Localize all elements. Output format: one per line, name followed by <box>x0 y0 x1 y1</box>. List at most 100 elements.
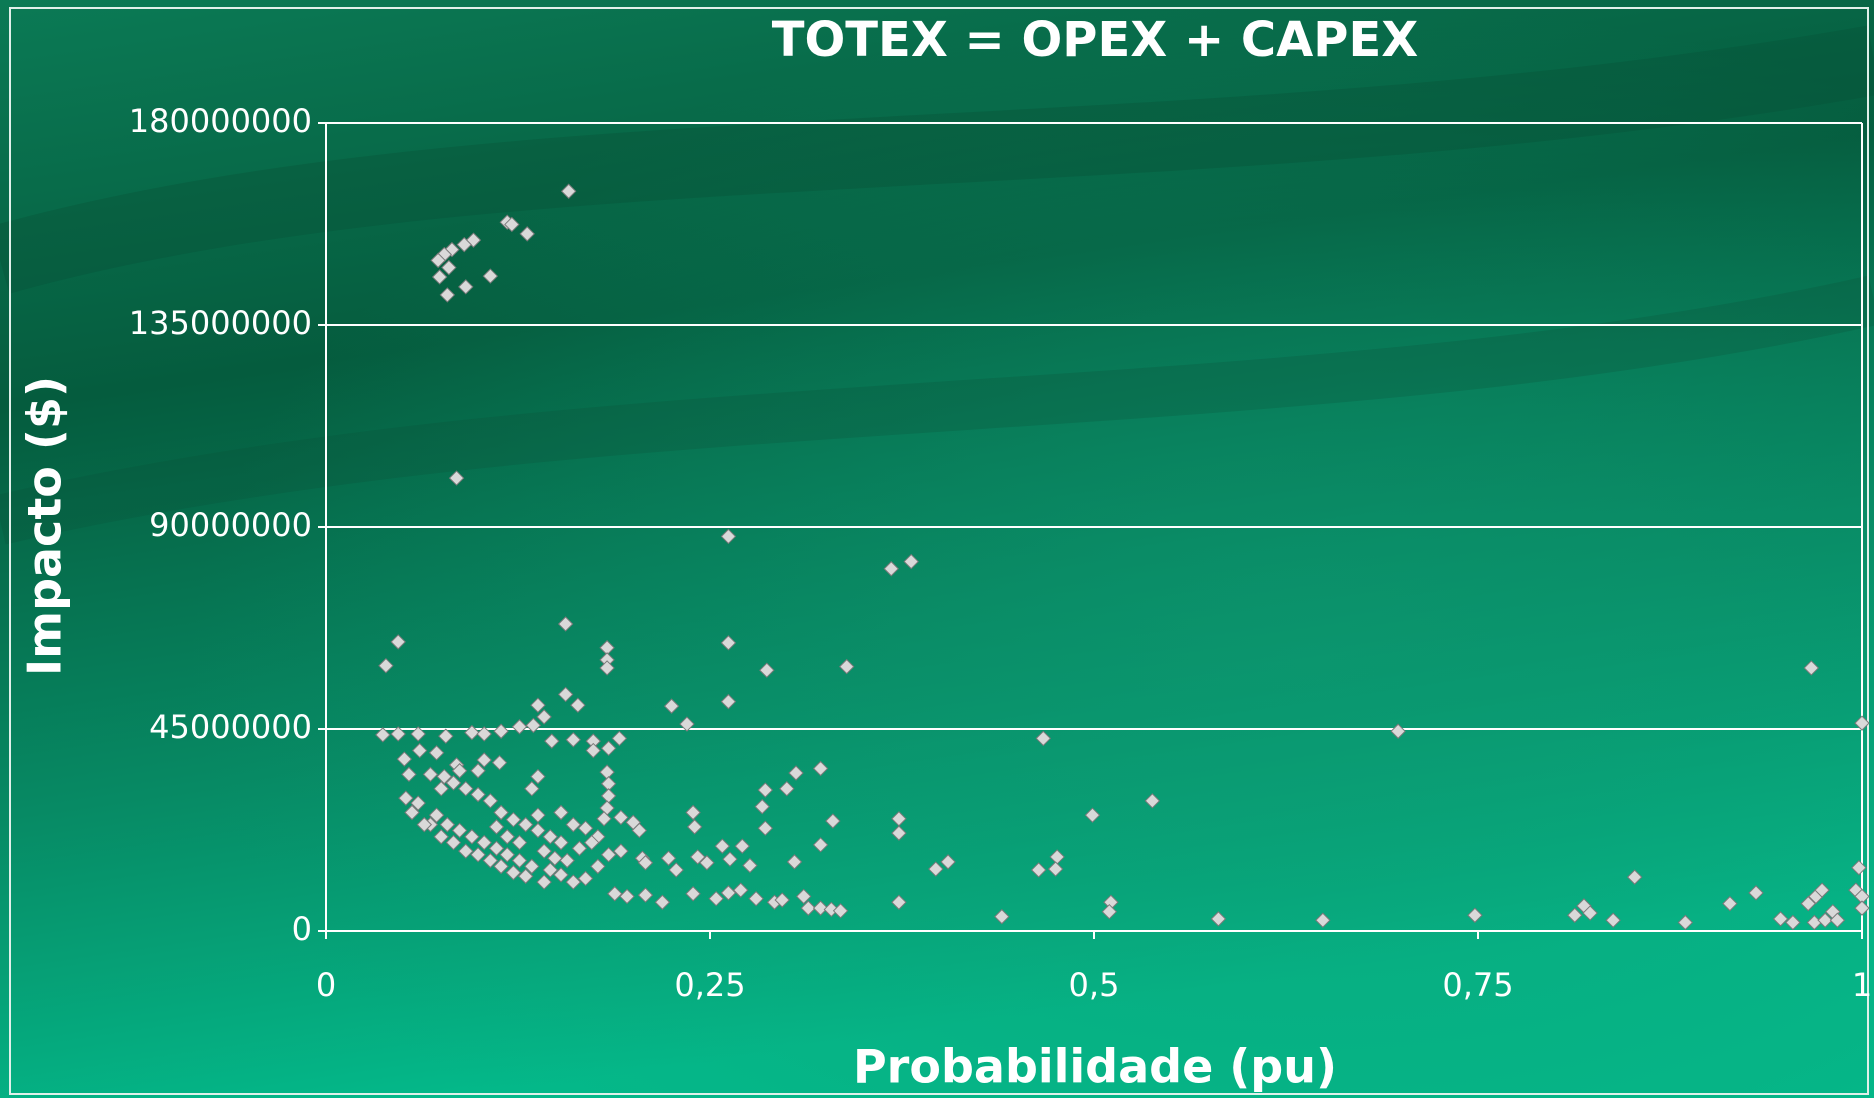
point <box>570 697 586 713</box>
point <box>482 852 499 869</box>
point <box>613 809 629 826</box>
point <box>600 740 617 757</box>
point <box>1785 914 1801 931</box>
point <box>1390 723 1406 739</box>
point <box>458 279 474 295</box>
point <box>511 834 528 851</box>
point <box>734 838 750 854</box>
point <box>542 829 558 845</box>
background-swoosh <box>0 275 1874 545</box>
point <box>611 730 628 747</box>
point <box>416 816 433 833</box>
point <box>596 811 612 827</box>
point <box>720 635 737 651</box>
y-axis-title: Impacto ($) <box>18 376 72 676</box>
point <box>436 768 452 785</box>
point <box>530 807 546 823</box>
point <box>476 726 492 742</box>
point <box>524 780 540 797</box>
point <box>445 834 462 851</box>
point <box>511 719 528 735</box>
point <box>823 901 840 918</box>
point <box>757 782 774 798</box>
point <box>733 882 749 898</box>
point <box>493 858 509 875</box>
point <box>451 763 468 779</box>
point <box>577 870 594 887</box>
point <box>565 732 582 748</box>
frame <box>9 7 1869 1095</box>
point <box>1030 862 1047 878</box>
point <box>774 892 790 908</box>
point <box>1722 895 1738 912</box>
point <box>613 843 629 859</box>
x-tick-label: 0,25 <box>674 966 745 1004</box>
point <box>517 868 534 884</box>
point <box>720 885 737 901</box>
point <box>585 742 601 759</box>
point <box>685 886 701 902</box>
point <box>410 795 426 811</box>
point <box>390 726 406 742</box>
point <box>577 820 594 836</box>
point <box>1829 912 1846 928</box>
point <box>571 840 588 857</box>
y-tick-label: 45000000 <box>149 708 312 746</box>
point <box>1144 793 1161 809</box>
point <box>685 804 701 821</box>
point <box>714 838 730 854</box>
point <box>505 811 522 828</box>
point <box>404 804 420 821</box>
point <box>451 822 468 839</box>
x-axis-title: Probabilidade (pu) <box>853 1040 1337 1094</box>
point <box>637 887 654 903</box>
point <box>553 804 569 821</box>
point <box>410 726 426 742</box>
point <box>722 851 738 867</box>
point <box>493 804 509 821</box>
point <box>590 858 606 875</box>
point <box>660 850 677 866</box>
point <box>439 816 456 833</box>
point <box>470 846 486 863</box>
point <box>812 760 829 777</box>
point <box>812 900 829 916</box>
point <box>625 814 641 831</box>
point <box>686 819 703 835</box>
point <box>428 807 445 823</box>
point <box>1772 911 1789 927</box>
point <box>832 903 849 919</box>
point <box>708 890 724 907</box>
point <box>1582 905 1598 921</box>
point <box>470 786 486 803</box>
point <box>375 727 391 743</box>
point <box>1677 914 1694 931</box>
point <box>445 775 462 791</box>
x-tick-label: 0,5 <box>1069 966 1120 1004</box>
point <box>812 837 829 853</box>
point <box>499 846 515 863</box>
x-tick-label: 0 <box>316 966 336 1004</box>
point <box>759 662 775 678</box>
point <box>559 852 575 869</box>
point <box>428 745 445 761</box>
point <box>482 268 499 284</box>
point <box>1084 807 1101 823</box>
point <box>838 658 855 675</box>
point <box>1101 903 1118 920</box>
point <box>530 768 546 785</box>
point <box>530 697 546 713</box>
point <box>565 816 582 833</box>
point <box>1854 715 1870 731</box>
y-tick-label: 180000000 <box>129 102 312 140</box>
point <box>903 553 919 570</box>
point <box>1210 911 1227 927</box>
point <box>378 657 394 674</box>
point <box>757 820 774 836</box>
point <box>637 855 654 871</box>
point <box>458 843 474 859</box>
point <box>441 259 457 276</box>
point <box>1800 895 1816 912</box>
point <box>476 834 492 851</box>
point <box>542 862 558 878</box>
